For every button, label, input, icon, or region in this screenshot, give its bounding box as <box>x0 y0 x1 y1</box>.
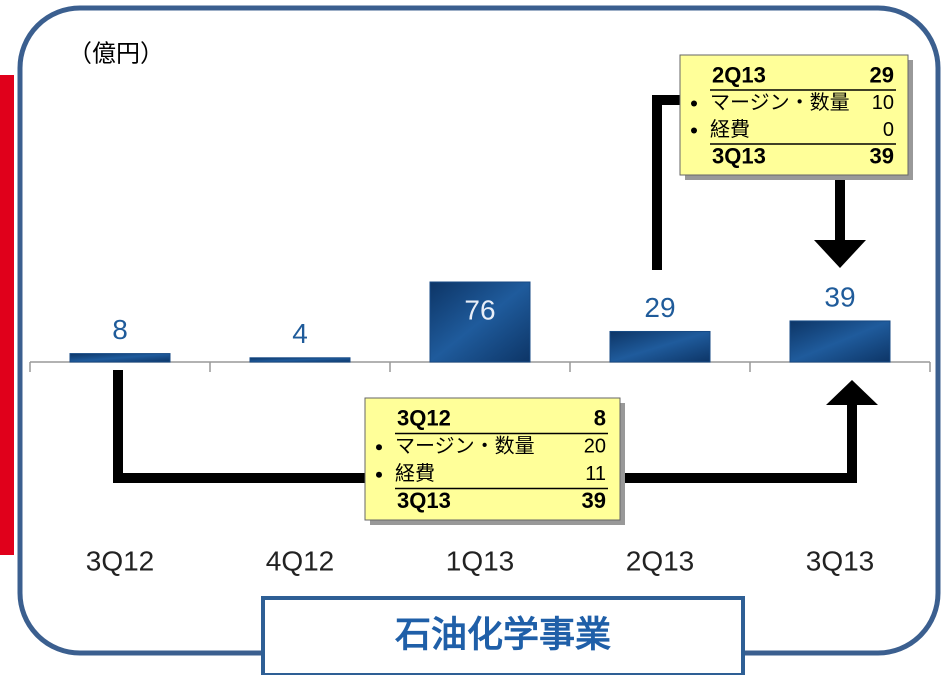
x-tick-label: 4Q12 <box>266 545 335 576</box>
bullet <box>691 127 697 134</box>
chart-title: 石油化学事業 <box>395 614 611 655</box>
value-label: 39 <box>824 281 855 312</box>
arrowhead <box>826 380 878 405</box>
callout-label: マージン・数量 <box>710 91 850 114</box>
value-label: 29 <box>644 292 675 323</box>
bar <box>69 353 171 363</box>
callout-label: 経費 <box>395 462 435 485</box>
bar <box>789 320 891 363</box>
bullet <box>376 471 382 478</box>
callout-label: 3Q12 <box>397 406 451 431</box>
callout-value: 20 <box>584 436 606 458</box>
arrowhead <box>814 240 866 268</box>
callout-label: 経費 <box>710 118 750 141</box>
callout-value: 29 <box>870 62 894 87</box>
x-tick-label: 3Q13 <box>806 545 875 576</box>
callout-label: 3Q13 <box>397 488 451 513</box>
callout-label: マージン・数量 <box>395 435 535 458</box>
x-tick-label: 1Q13 <box>446 545 515 576</box>
callout-value: 8 <box>594 406 606 431</box>
bar <box>429 281 531 363</box>
callout-value: 39 <box>582 488 606 513</box>
callout-label: 3Q13 <box>712 143 766 168</box>
callout-value: 39 <box>870 143 894 168</box>
value-label: 4 <box>292 318 308 349</box>
title-box <box>261 596 745 675</box>
value-label: 8 <box>112 314 128 345</box>
bullet <box>376 444 382 451</box>
value-label: 76 <box>464 294 495 325</box>
side-bar <box>0 75 14 555</box>
x-tick-label: 2Q13 <box>626 545 695 576</box>
unit-label: （億円） <box>68 40 164 67</box>
bullet <box>691 100 697 107</box>
callout-value: 11 <box>585 463 606 485</box>
callout-value: 0 <box>883 119 894 141</box>
bar <box>609 330 711 363</box>
callout-value: 10 <box>872 92 894 114</box>
callout-box <box>679 54 909 176</box>
bar <box>249 357 351 363</box>
callout-box <box>364 397 621 521</box>
x-tick-label: 3Q12 <box>86 545 155 576</box>
callout-label: 2Q13 <box>712 62 766 87</box>
